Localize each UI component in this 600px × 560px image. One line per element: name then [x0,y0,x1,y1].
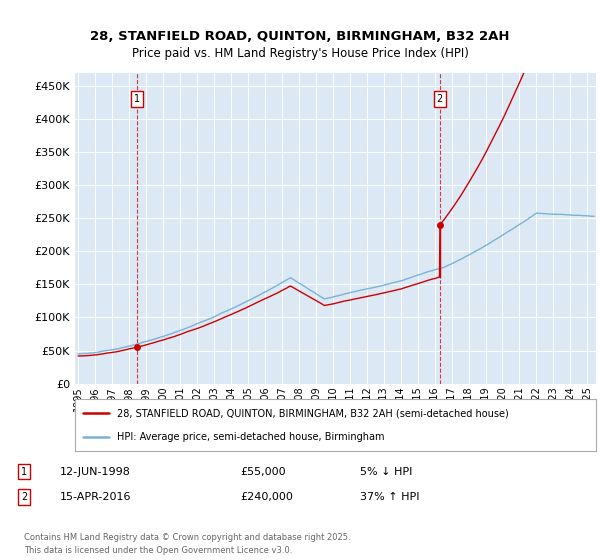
Text: 1: 1 [21,466,27,477]
Text: 28, STANFIELD ROAD, QUINTON, BIRMINGHAM, B32 2AH: 28, STANFIELD ROAD, QUINTON, BIRMINGHAM,… [90,30,510,43]
Text: 2: 2 [21,492,27,502]
Text: 2: 2 [436,94,443,104]
Text: Contains HM Land Registry data © Crown copyright and database right 2025.
This d: Contains HM Land Registry data © Crown c… [24,533,350,554]
Text: HPI: Average price, semi-detached house, Birmingham: HPI: Average price, semi-detached house,… [116,432,384,442]
Text: 28, STANFIELD ROAD, QUINTON, BIRMINGHAM, B32 2AH (semi-detached house): 28, STANFIELD ROAD, QUINTON, BIRMINGHAM,… [116,408,508,418]
Text: £240,000: £240,000 [240,492,293,502]
Text: 1: 1 [134,94,140,104]
Text: 15-APR-2016: 15-APR-2016 [60,492,131,502]
Text: £55,000: £55,000 [240,466,286,477]
Text: 37% ↑ HPI: 37% ↑ HPI [360,492,419,502]
Text: 12-JUN-1998: 12-JUN-1998 [60,466,131,477]
Text: 5% ↓ HPI: 5% ↓ HPI [360,466,412,477]
Text: Price paid vs. HM Land Registry's House Price Index (HPI): Price paid vs. HM Land Registry's House … [131,46,469,60]
